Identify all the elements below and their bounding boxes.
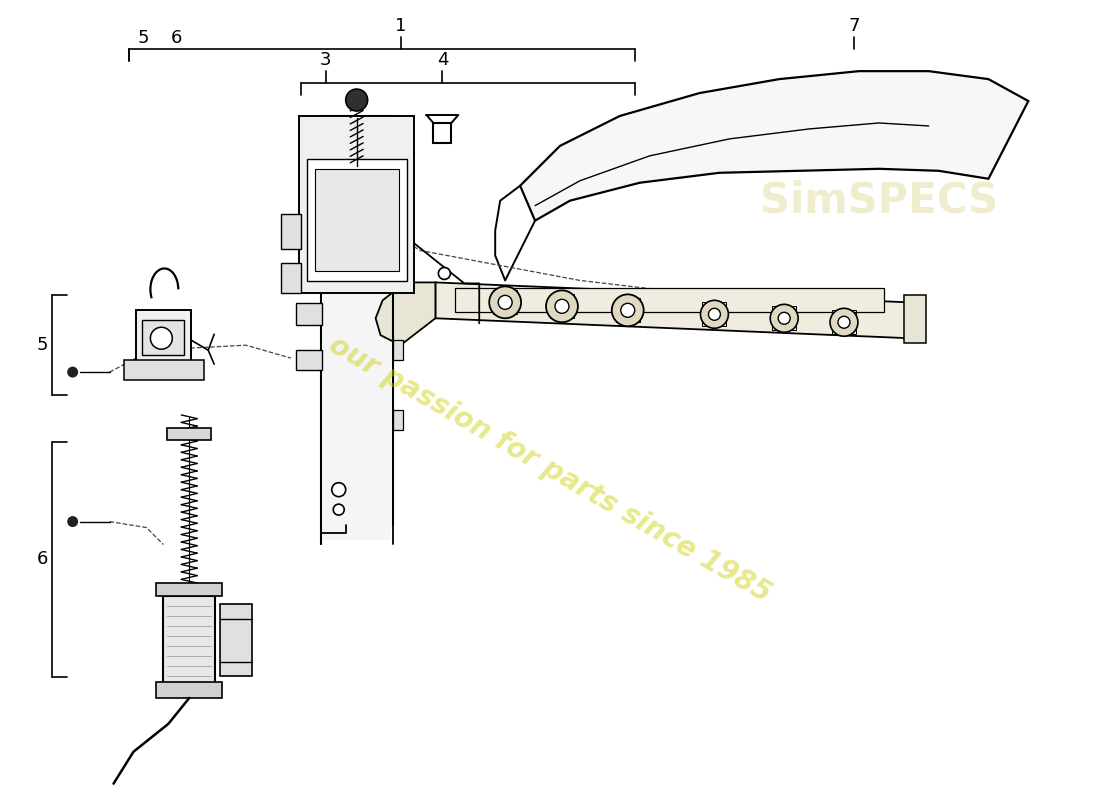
Bar xyxy=(167,428,211,440)
Bar xyxy=(455,288,883,312)
Circle shape xyxy=(345,89,367,111)
Bar xyxy=(393,410,403,430)
Bar xyxy=(772,306,796,330)
Polygon shape xyxy=(436,282,909,338)
Bar xyxy=(280,263,301,294)
Bar xyxy=(136,310,191,362)
Circle shape xyxy=(620,303,635,318)
Text: 6: 6 xyxy=(170,30,182,47)
Circle shape xyxy=(498,295,513,310)
Bar xyxy=(296,303,322,326)
Text: 1: 1 xyxy=(395,18,406,35)
Bar xyxy=(142,320,185,355)
Bar xyxy=(703,302,726,326)
Circle shape xyxy=(830,308,858,336)
Circle shape xyxy=(67,366,78,378)
Text: our passion for parts since 1985: our passion for parts since 1985 xyxy=(324,331,776,608)
Circle shape xyxy=(439,267,450,279)
Circle shape xyxy=(556,299,569,314)
Circle shape xyxy=(151,327,173,349)
Polygon shape xyxy=(520,71,1028,221)
Bar xyxy=(616,298,640,322)
Text: 4: 4 xyxy=(437,51,448,69)
Text: 7: 7 xyxy=(848,18,860,35)
Bar xyxy=(322,116,390,539)
Bar xyxy=(156,583,222,596)
Bar xyxy=(832,310,856,334)
Circle shape xyxy=(67,516,78,527)
Circle shape xyxy=(770,304,799,332)
Bar xyxy=(550,294,574,318)
Circle shape xyxy=(838,316,850,328)
Circle shape xyxy=(546,290,578,322)
Bar xyxy=(904,295,926,343)
Circle shape xyxy=(333,504,344,515)
Bar xyxy=(493,290,517,314)
Bar xyxy=(163,596,216,684)
Circle shape xyxy=(701,300,728,328)
Circle shape xyxy=(708,308,720,320)
Text: 3: 3 xyxy=(320,51,331,69)
Text: 5: 5 xyxy=(138,30,150,47)
Text: SimSPECS: SimSPECS xyxy=(760,180,998,222)
Text: 6: 6 xyxy=(36,550,47,569)
Bar xyxy=(296,350,322,370)
Bar xyxy=(315,169,398,271)
Circle shape xyxy=(490,286,521,318)
Bar xyxy=(393,340,403,360)
Circle shape xyxy=(612,294,643,326)
Bar xyxy=(156,682,222,698)
Bar xyxy=(299,116,415,294)
Bar xyxy=(307,159,407,282)
Text: 5: 5 xyxy=(36,336,47,354)
Bar xyxy=(124,360,205,380)
Bar xyxy=(280,214,301,249)
Circle shape xyxy=(332,482,345,497)
Bar xyxy=(220,604,252,676)
Circle shape xyxy=(778,312,790,324)
Polygon shape xyxy=(375,282,436,345)
